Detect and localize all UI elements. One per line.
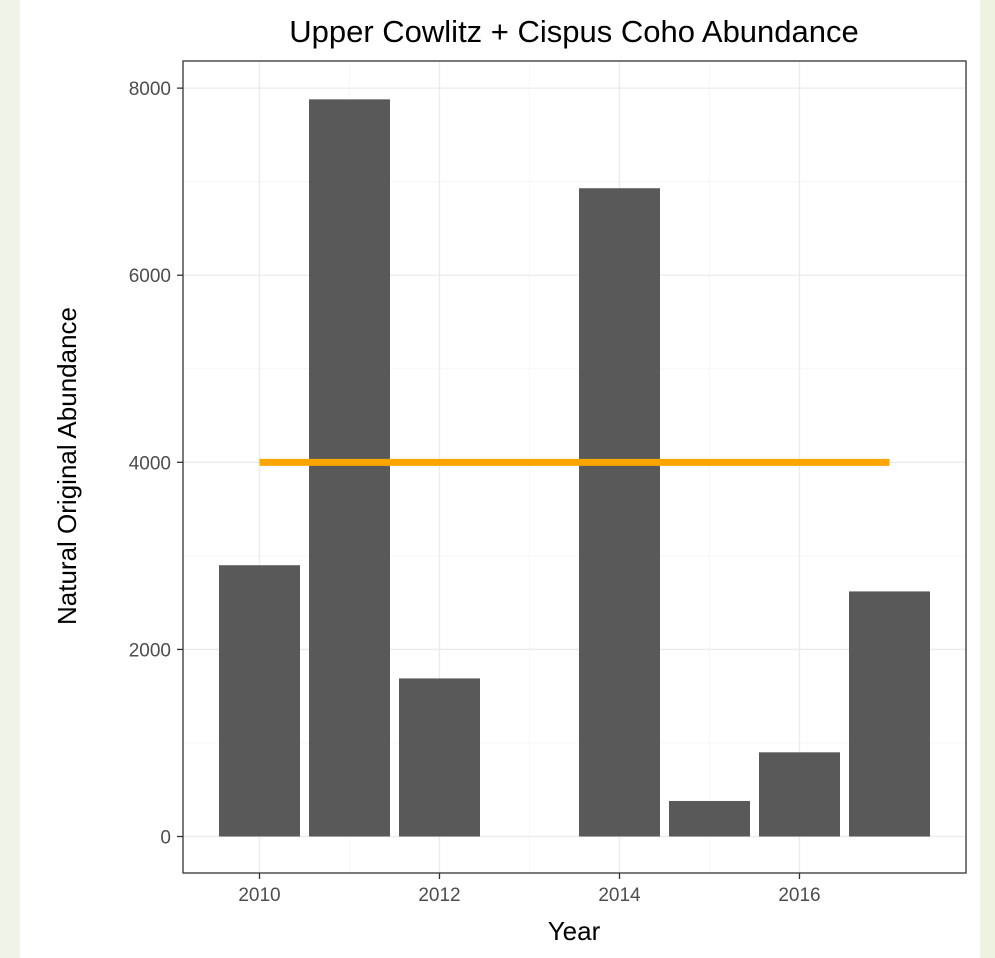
x-axis-title: Year [548, 916, 601, 946]
y-tick-label: 0 [160, 828, 171, 849]
y-tick-label: 4000 [129, 453, 171, 474]
x-tick-label: 2016 [778, 885, 820, 906]
bar-2010 [219, 565, 300, 837]
y-tick-label: 2000 [129, 640, 171, 661]
x-axis: 2010 2012 2014 2016 [238, 873, 821, 906]
bar-2014 [579, 188, 660, 837]
plot-panel-border [182, 60, 967, 874]
bar-2012 [399, 678, 480, 837]
x-tick-label: 2010 [238, 885, 280, 906]
bar-2016 [759, 752, 840, 837]
y-tick-label: 6000 [129, 266, 171, 287]
bar-2017 [849, 591, 930, 837]
bar-2015 [669, 800, 750, 837]
y-axis: 0 2000 4000 6000 8000 [129, 79, 183, 849]
y-tick-label: 8000 [129, 79, 171, 100]
chart: Upper Cowlitz + Cispus Coho Abundance 0 2… [52, 14, 967, 946]
x-tick-label: 2014 [598, 885, 641, 906]
bars [219, 99, 930, 837]
chart-figure: Upper Cowlitz + Cispus Coho Abundance 0 2… [20, 0, 980, 958]
bar-2011 [309, 99, 390, 837]
x-tick-label: 2012 [418, 885, 460, 906]
background-strip [980, 0, 995, 958]
y-axis-title: Natural Original Abundance [52, 307, 82, 625]
chart-title: Upper Cowlitz + Cispus Coho Abundance [289, 14, 859, 49]
grid [183, 61, 966, 873]
